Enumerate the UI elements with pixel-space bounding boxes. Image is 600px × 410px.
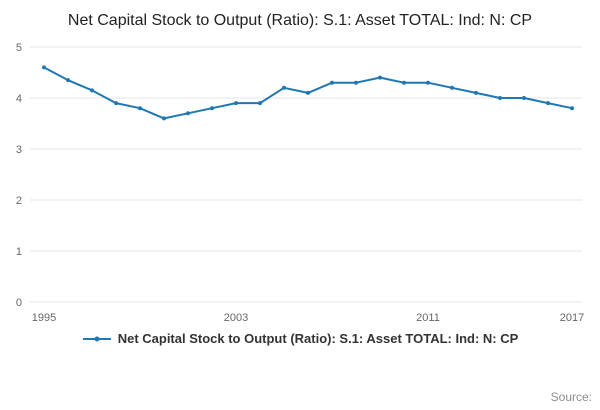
data-point-marker [546,101,550,106]
y-tick-label: 0 [16,297,22,309]
data-point-marker [402,80,406,85]
data-point-marker [570,106,574,111]
data-point-marker [258,101,262,106]
y-tick-label: 2 [16,195,22,207]
plot: 0 1 2 3 4 5 1995 2003 2011 2017 [16,42,584,324]
chart-title: Net Capital Stock to Output (Ratio): S.1… [67,12,533,29]
legend-line-icon [82,336,111,342]
data-point-marker [426,80,430,85]
legend[interactable]: Net Capital Stock to Output (Ratio): S.1… [0,331,600,346]
x-tick-label: 2011 [416,312,440,324]
data-point-marker [378,75,382,80]
y-tick-label: 3 [16,144,22,156]
data-point-marker [306,91,310,96]
data-point-marker [282,86,286,91]
x-tick-label: 1995 [32,312,56,324]
x-tick-label: 2017 [560,312,584,324]
data-point-marker [138,106,142,111]
data-point-marker [162,116,166,121]
data-point-marker [186,111,190,116]
legend-label: Net Capital Stock to Output (Ratio): S.1… [117,331,519,347]
data-point-marker [330,80,334,85]
data-point-marker [90,88,94,93]
y-tick-label: 4 [16,93,22,105]
data-point-marker [114,101,118,106]
data-point-marker [498,96,502,101]
y-tick-label: 5 [16,42,22,54]
x-tick-label: 2003 [224,312,248,324]
source-label: Source: [550,390,592,404]
data-point-marker [450,86,454,91]
y-tick-label: 1 [16,246,22,258]
plot-area: 0 1 2 3 4 5 1995 2003 2011 2017 [0,35,600,325]
data-point-marker [42,65,46,70]
data-point-marker [234,101,238,106]
data-point-marker [66,78,70,83]
data-point-marker [354,80,358,85]
data-point-marker [474,91,478,96]
data-point-marker [210,106,214,111]
data-point-marker [522,96,526,101]
